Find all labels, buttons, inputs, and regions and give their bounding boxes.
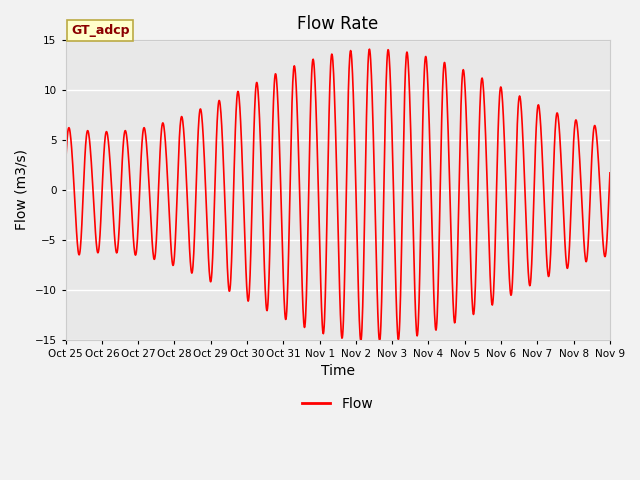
X-axis label: Time: Time (321, 364, 355, 378)
Y-axis label: Flow (m3/s): Flow (m3/s) (15, 149, 29, 230)
Text: GT_adcp: GT_adcp (71, 24, 129, 37)
Legend: Flow: Flow (297, 392, 379, 417)
Title: Flow Rate: Flow Rate (297, 15, 378, 33)
